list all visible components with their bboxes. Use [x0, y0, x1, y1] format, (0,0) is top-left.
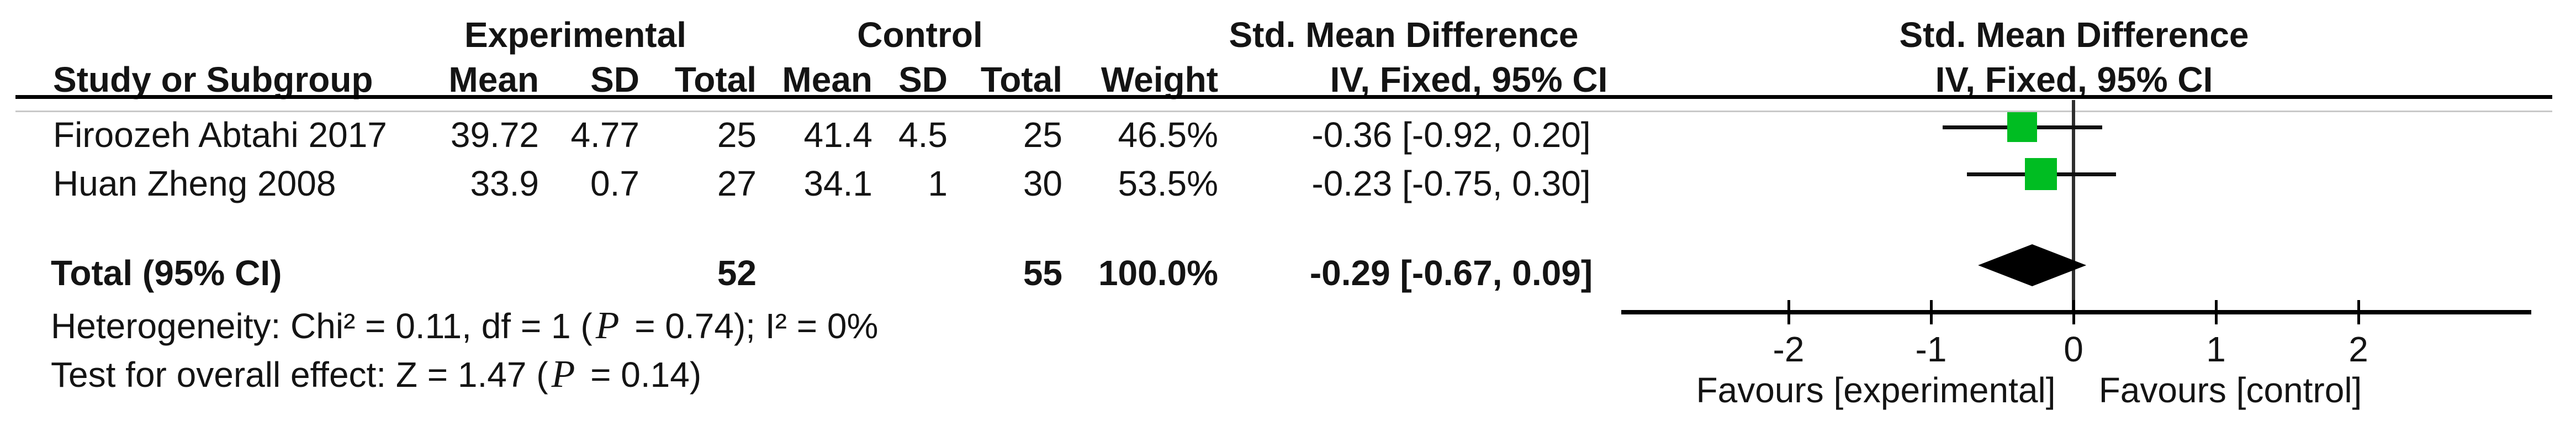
study-marker-square	[2007, 112, 2038, 142]
axis-tick	[2072, 300, 2075, 324]
col-header-study: Study or Subgroup	[53, 60, 373, 99]
study-marker-square	[2024, 158, 2057, 190]
axis-tick	[2357, 300, 2360, 324]
sd-exp-value: 0.7	[590, 164, 639, 203]
sd-ctrl-value: 4.5	[898, 115, 948, 155]
study-name: Firoozeh Abtahi 2017	[53, 115, 387, 155]
axis-tick	[1787, 300, 1790, 324]
p-value-symbol: P	[595, 304, 620, 347]
summary-diamond	[1978, 244, 2087, 286]
heterogeneity-text-pre: Heterogeneity: Chi² = 0.11, df = 1 (	[51, 306, 593, 346]
total-ctrl-value: 30	[1023, 164, 1062, 203]
weight-value: 46.5%	[1118, 115, 1218, 155]
study-name: Huan Zheng 2008	[53, 164, 336, 203]
col-header-sd-ctrl: SD	[898, 60, 948, 99]
col-header-weight: Weight	[1101, 60, 1218, 99]
col-header-sd-exp: SD	[590, 60, 639, 99]
p-value-symbol: P	[551, 353, 575, 396]
axis-tick-label: -2	[1773, 329, 1805, 369]
weight-value: 53.5%	[1118, 164, 1218, 203]
sd-ctrl-value: 1	[928, 164, 948, 203]
ci-text-value: -0.23 [-0.75, 0.30]	[1311, 164, 1591, 203]
favours-right-label: Favours [control]	[2098, 370, 2362, 410]
overall-effect-line: Test for overall effect: Z = 1.47 (P = 0…	[51, 355, 702, 395]
total-row-label: Total (95% CI)	[51, 253, 282, 293]
total-exp-sum: 52	[717, 253, 757, 293]
axis-tick-label: 1	[2206, 329, 2226, 369]
favours-left-label: Favours [experimental]	[1696, 370, 2056, 410]
group-header-experimental: Experimental	[464, 15, 686, 55]
axis-tick	[2215, 300, 2218, 324]
axis-tick-label: 2	[2348, 329, 2368, 369]
total-exp-value: 25	[717, 115, 757, 155]
x-axis-line	[1621, 310, 2531, 314]
col-header-ci-plot: IV, Fixed, 95% CI	[1935, 60, 2213, 99]
group-header-smd-plot: Std. Mean Difference	[1899, 15, 2249, 55]
mean-ctrl-value: 41.4	[803, 115, 872, 155]
total-exp-value: 27	[717, 164, 757, 203]
total-ctrl-value: 25	[1023, 115, 1062, 155]
total-weight: 100.0%	[1098, 253, 1218, 293]
axis-tick	[1930, 300, 1933, 324]
heterogeneity-text-post: = 0.74); I² = 0%	[625, 306, 879, 346]
sd-exp-value: 4.77	[570, 115, 639, 155]
total-ci-text: -0.29 [-0.67, 0.09]	[1309, 253, 1593, 293]
col-header-ci-table: IV, Fixed, 95% CI	[1330, 60, 1608, 99]
mean-exp-value: 39.72	[450, 115, 539, 155]
axis-tick-label: 0	[2064, 329, 2083, 369]
zero-reference-line	[2072, 100, 2075, 312]
group-header-smd-table: Std. Mean Difference	[1229, 15, 1579, 55]
mean-ctrl-value: 34.1	[803, 164, 872, 203]
col-header-mean-exp: Mean	[448, 60, 539, 99]
ci-text-value: -0.36 [-0.92, 0.20]	[1311, 115, 1591, 155]
overall-text-pre: Test for overall effect: Z = 1.47 (	[51, 355, 548, 395]
header-subrule	[15, 111, 2552, 112]
group-header-control: Control	[857, 15, 983, 55]
header-rule	[15, 95, 2552, 99]
mean-exp-value: 33.9	[470, 164, 539, 203]
axis-tick-label: -1	[1915, 329, 1947, 369]
col-header-total-ctrl: Total	[980, 60, 1062, 99]
heterogeneity-line: Heterogeneity: Chi² = 0.11, df = 1 (P = …	[51, 306, 879, 346]
col-header-mean-ctrl: Mean	[782, 60, 872, 99]
total-ctrl-sum: 55	[1023, 253, 1062, 293]
overall-text-post: = 0.14)	[580, 355, 702, 395]
col-header-total-exp: Total	[674, 60, 757, 99]
